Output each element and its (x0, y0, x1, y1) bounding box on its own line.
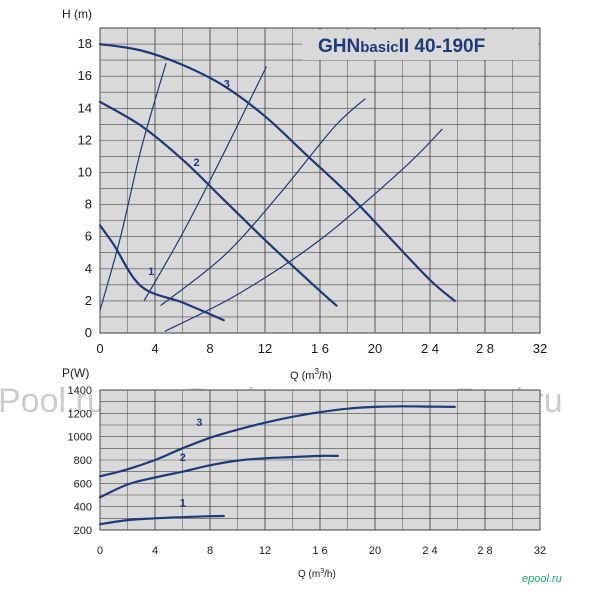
x-tick-label: 1 6 (311, 341, 329, 356)
x-tick-label: 2 4 (422, 545, 437, 557)
pump-curve-3 (98, 43, 456, 302)
curve-label-3: 3 (196, 417, 202, 429)
x-tick-label: 8 (207, 545, 213, 557)
x-tick-label: 1 6 (312, 545, 327, 557)
pump-curve-1 (98, 514, 225, 526)
y-tick-label: 12 (78, 132, 92, 147)
y-tick-label: 8 (85, 197, 92, 212)
x-tick-label: 12 (258, 341, 272, 356)
power-series-curves: 1 2 3 (98, 405, 456, 526)
head-x-tick-labels: 0 4 8 12 1 6 20 2 4 2 8 32 (96, 341, 547, 356)
title-sub: basic (360, 39, 398, 56)
curve-label-1: 1 (148, 266, 154, 278)
x-tick-label: 0 (96, 341, 103, 356)
x-tick-label: 20 (368, 341, 382, 356)
y-tick-label: 400 (74, 502, 92, 514)
pump-curve-3 (98, 405, 456, 478)
x-tick-label: 4 (151, 341, 158, 356)
curve-label-3: 3 (224, 78, 230, 90)
curve-label-2: 2 (194, 157, 200, 169)
x-tick-label: 2 8 (476, 341, 494, 356)
x-tick-label: 8 (206, 341, 213, 356)
y-tick-label: 10 (78, 164, 92, 179)
pump-curve-2 (98, 454, 339, 499)
power-x-tick-labels: 0 4 8 12 1 6 20 2 4 2 8 32 (97, 545, 546, 557)
watermark-left: Pool.ru (0, 382, 106, 420)
x-tick-label: 2 4 (421, 341, 439, 356)
y-tick-label: 1000 (68, 432, 92, 444)
head-y-tick-labels: 0 2 4 6 8 10 12 14 16 18 (78, 36, 92, 340)
x-tick-label: 32 (534, 545, 546, 557)
x-tick-label: 2 8 (477, 545, 492, 557)
power-x-axis-label: Q (m3/h) (298, 568, 336, 580)
y-tick-label: 4 (85, 261, 92, 276)
curve-label-1: 1 (180, 498, 186, 510)
head-series-curves: 1 2 3 (98, 43, 456, 322)
x-tick-label: 32 (533, 341, 547, 356)
watermark-corner: epool.ru (522, 573, 562, 585)
y-tick-label: 1200 (68, 408, 92, 420)
x-tick-label: 20 (369, 545, 381, 557)
y-tick-label: 14 (78, 100, 92, 115)
x-tick-label: 0 (97, 545, 103, 557)
x-tick-label: 12 (259, 545, 271, 557)
y-tick-label: 18 (78, 36, 92, 51)
y-tick-label: 600 (74, 478, 92, 490)
system-curve (160, 98, 366, 307)
power-grid (99, 389, 541, 531)
title-box (302, 30, 538, 60)
power-y-tick-labels: 200 400 600 800 1000 1200 1400 (68, 385, 92, 537)
power-y-axis-label: P(W) (62, 366, 89, 380)
title-model: II 40-190F (399, 36, 486, 57)
curve-label-2: 2 (180, 452, 186, 464)
head-y-axis-label: H (m) (62, 7, 92, 21)
head-x-axis-label: Q (m3/h) (290, 367, 332, 382)
y-tick-label: 0 (85, 325, 92, 340)
pump-curve-2 (98, 100, 338, 307)
title-brand: GHN (318, 36, 360, 57)
system-curve (99, 63, 167, 311)
y-tick-label: 200 (74, 525, 92, 537)
pump-curve-1 (98, 224, 225, 322)
y-tick-label: 1400 (68, 385, 92, 397)
system-curve (164, 128, 443, 332)
chart-title: GHNbasicII 40-190F (318, 36, 485, 57)
y-tick-label: 6 (85, 229, 92, 244)
x-tick-label: 4 (152, 545, 158, 557)
y-tick-label: 2 (85, 293, 92, 308)
y-tick-label: 16 (78, 68, 92, 83)
y-tick-label: 800 (74, 455, 92, 467)
